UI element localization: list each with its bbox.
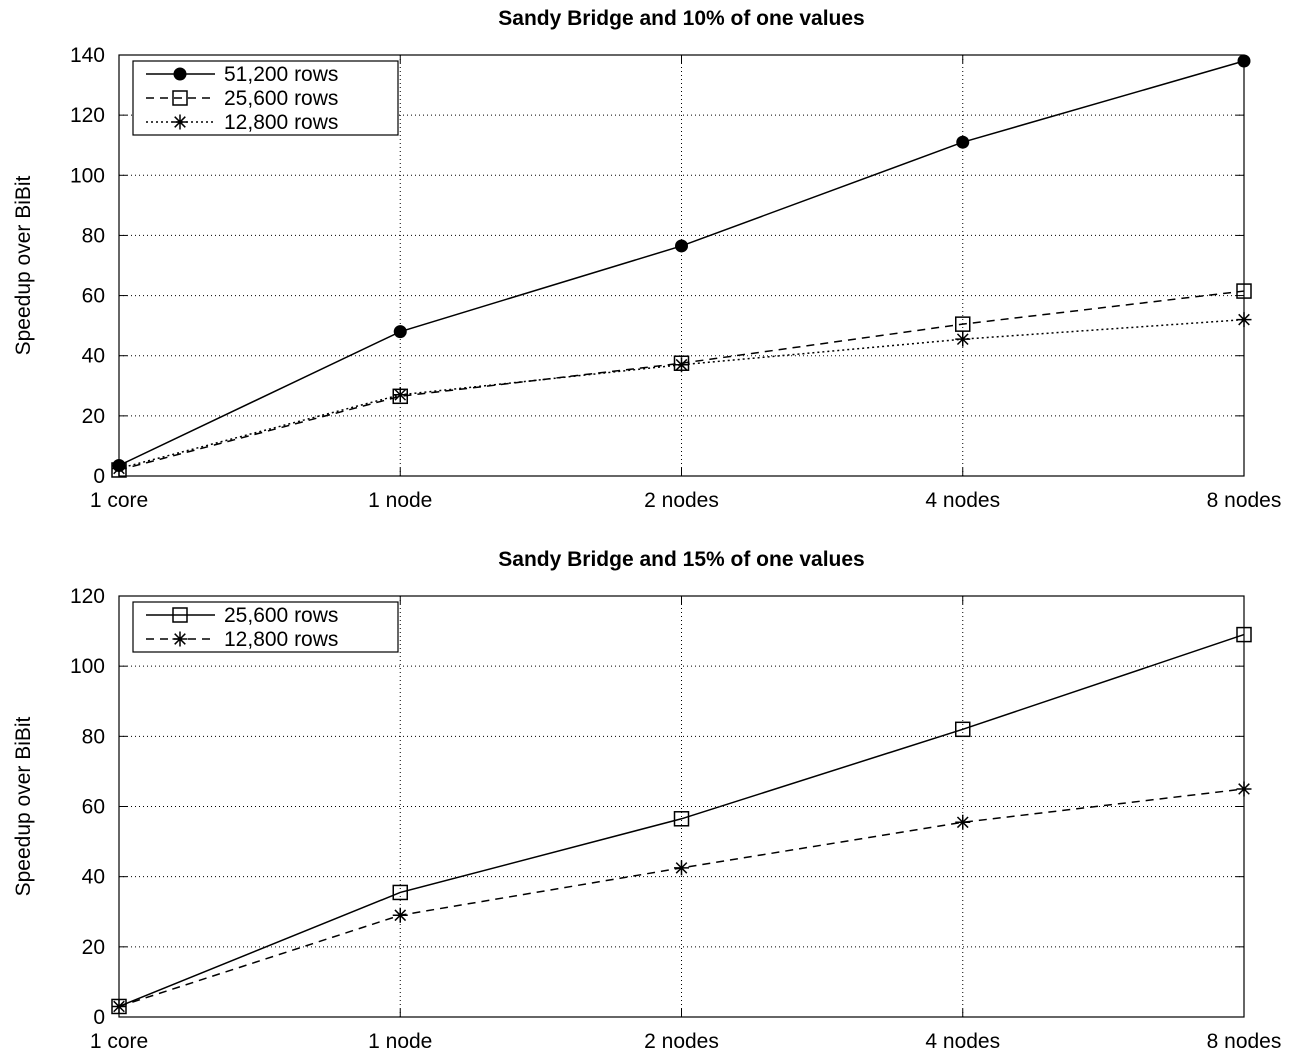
series-line <box>118 318 1245 470</box>
x-tick-label: 8 nodes <box>1207 1030 1282 1053</box>
legend-item: 51,200 rows <box>146 63 338 86</box>
legend-label: 25,600 rows <box>224 604 338 627</box>
x-tick-label: 2 nodes <box>644 489 719 512</box>
data-point <box>1237 54 1251 68</box>
data-point <box>674 357 689 373</box>
data-point <box>955 721 971 738</box>
series-line <box>118 290 1245 471</box>
data-point <box>675 239 688 253</box>
legend-item: 25,600 rows <box>146 604 338 627</box>
x-tick-label: 1 core <box>90 489 148 512</box>
y-tick-label: 80 <box>82 224 105 247</box>
y-tick-label: 20 <box>82 936 105 959</box>
legend-marker <box>172 631 188 647</box>
x-tick-label: 8 nodes <box>1207 489 1282 512</box>
y-tick-label: 80 <box>82 725 105 748</box>
data-point <box>111 460 127 476</box>
data-point <box>955 316 971 332</box>
y-tick-label: 60 <box>82 796 105 819</box>
y-tick-label: 20 <box>82 405 105 428</box>
y-axis-label: Speedup over BiBit <box>12 175 35 355</box>
x-tick-label: 1 node <box>368 489 432 512</box>
legend-item: 12,800 rows <box>146 111 338 134</box>
chart-title: Sandy Bridge and 10% of one values <box>498 7 864 30</box>
legend-item: 25,600 rows <box>146 87 338 110</box>
data-point <box>392 387 408 403</box>
y-tick-label: 120 <box>70 585 105 608</box>
data-point <box>1236 312 1252 328</box>
series-2 <box>111 283 1252 478</box>
series-line <box>118 633 1245 1008</box>
chart-title: Sandy Bridge and 15% of one values <box>498 548 864 571</box>
data-point <box>1236 626 1252 643</box>
y-tick-label: 0 <box>93 1006 105 1029</box>
legend-marker <box>173 67 187 81</box>
data-point <box>674 860 689 876</box>
data-point <box>392 907 408 923</box>
plot-frame <box>118 54 1245 477</box>
data-point <box>1236 781 1252 797</box>
data-point <box>955 814 971 830</box>
data-point <box>111 998 127 1014</box>
data-point <box>1236 283 1252 299</box>
y-tick-label: 100 <box>70 655 105 678</box>
data-point <box>392 884 408 901</box>
legend-label: 12,800 rows <box>224 628 338 651</box>
data-point <box>955 331 971 347</box>
legend-label: 25,600 rows <box>224 87 338 110</box>
legend-marker <box>172 114 188 130</box>
chart-1: Sandy Bridge and 10% of one values Speedu… <box>12 7 1281 512</box>
legend-box <box>132 601 399 653</box>
legend-marker <box>172 607 188 623</box>
data-point <box>393 325 407 339</box>
data-point <box>673 811 690 827</box>
x-tick-label: 1 node <box>368 1030 432 1053</box>
legend-marker <box>172 90 188 106</box>
series-3 <box>111 312 1252 476</box>
x-tick-label: 4 nodes <box>925 1030 1000 1053</box>
y-tick-label: 0 <box>93 465 105 488</box>
y-tick-label: 40 <box>82 866 105 889</box>
y-tick-label: 120 <box>70 104 105 127</box>
x-tick-label: 4 nodes <box>925 489 1000 512</box>
plot-frame <box>118 595 1245 1018</box>
data-point <box>956 135 970 149</box>
legend-label: 12,800 rows <box>224 111 338 134</box>
chart-2: Sandy Bridge and 15% of one values Speedu… <box>12 548 1281 1053</box>
y-axis-label: Speedup over BiBit <box>12 716 35 896</box>
y-tick-label: 60 <box>82 285 105 308</box>
y-tick-label: 100 <box>70 164 105 187</box>
x-tick-label: 2 nodes <box>644 1030 719 1053</box>
series-2 <box>111 781 1252 1014</box>
series-line <box>118 788 1245 1008</box>
legend-label: 51,200 rows <box>224 63 338 86</box>
x-tick-label: 1 core <box>90 1030 148 1053</box>
legend-item: 12,800 rows <box>146 628 338 651</box>
y-tick-label: 40 <box>82 345 105 368</box>
y-tick-label: 140 <box>70 44 105 67</box>
